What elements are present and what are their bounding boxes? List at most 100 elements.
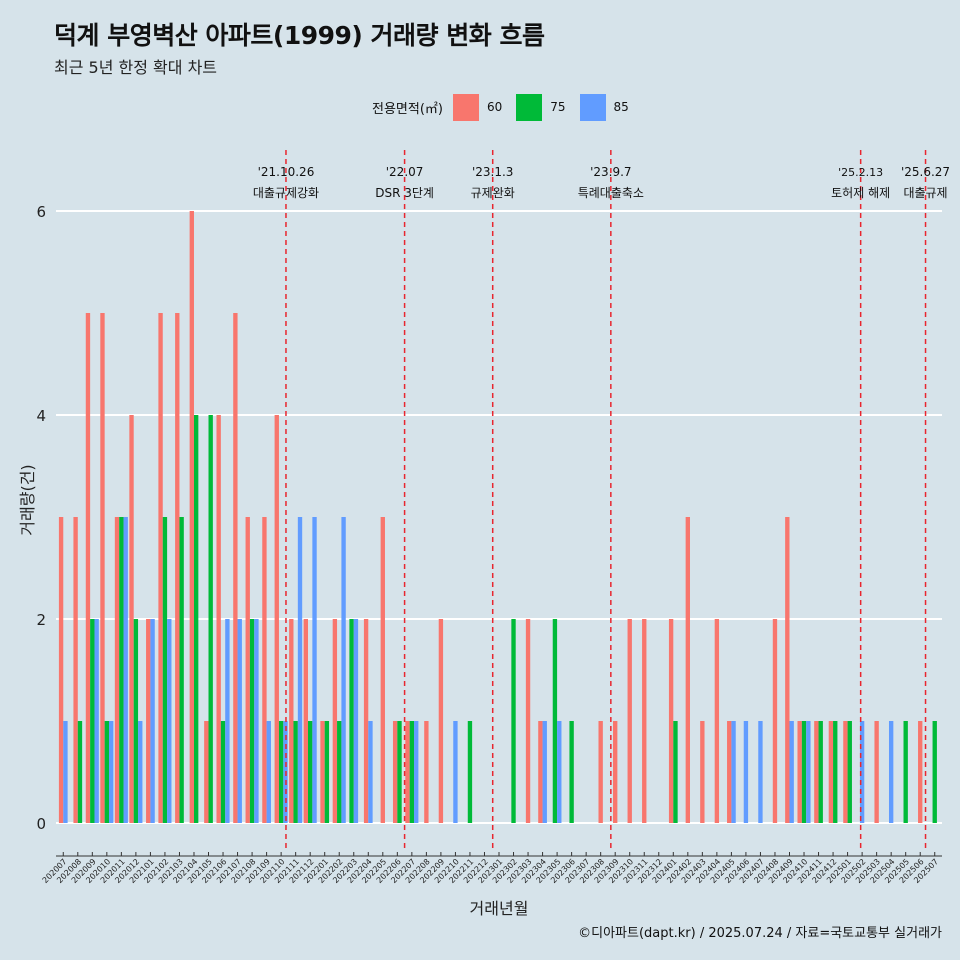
bar-60-202207 bbox=[405, 721, 410, 823]
bar-60-202103 bbox=[175, 313, 180, 823]
bar-85-202305 bbox=[557, 721, 562, 823]
bar-75-202412 bbox=[833, 721, 838, 823]
bar-60-202012 bbox=[129, 415, 134, 823]
bar-75-202106 bbox=[220, 721, 226, 823]
y-tick-label: 4 bbox=[36, 407, 46, 425]
bar-85-202112 bbox=[312, 517, 317, 823]
bar-75-202103 bbox=[179, 517, 184, 823]
bar-60-202308 bbox=[598, 721, 603, 823]
bar-60-202304 bbox=[538, 721, 543, 823]
bar-85-202409 bbox=[789, 721, 794, 823]
bar-60-202010 bbox=[100, 313, 105, 823]
bar-75-202011 bbox=[119, 517, 124, 823]
legend-item-75: 75 bbox=[516, 93, 569, 121]
bar-75-202108 bbox=[249, 619, 255, 823]
bar-60-202403 bbox=[700, 721, 705, 823]
y-tick-label: 0 bbox=[36, 815, 46, 833]
legend-item-85: 85 bbox=[579, 93, 633, 121]
bar-60-202208 bbox=[424, 721, 429, 823]
bar-75-202305 bbox=[552, 619, 558, 823]
bar-60-202303 bbox=[525, 619, 531, 823]
bar-85-202504 bbox=[888, 721, 894, 823]
y-tick-label: 2 bbox=[36, 611, 46, 629]
bar-60-202112 bbox=[303, 619, 309, 823]
bar-60-202501 bbox=[843, 721, 848, 823]
legend-label-60: 60 bbox=[486, 100, 503, 114]
bar-75-202009 bbox=[90, 619, 95, 823]
bar-85-202108 bbox=[254, 619, 259, 823]
bar-60-202309 bbox=[613, 721, 618, 823]
legend-swatch-60 bbox=[452, 93, 479, 121]
bar-60-202201 bbox=[320, 721, 325, 823]
bar-85-202106 bbox=[225, 619, 230, 823]
bar-60-202404 bbox=[714, 619, 720, 823]
bar-85-202111 bbox=[297, 517, 303, 823]
bar-75-202008 bbox=[77, 721, 83, 823]
event-name-label: 토허제 해제 bbox=[831, 186, 890, 200]
bar-60-202108 bbox=[245, 517, 250, 823]
bar-75-202211 bbox=[467, 721, 473, 823]
legend-swatch-75 bbox=[516, 93, 543, 121]
event-name-label: 특례대출축소 bbox=[578, 186, 644, 200]
bar-60-202503 bbox=[874, 721, 879, 823]
legend-item-60: 60 bbox=[452, 93, 506, 121]
bar-75-202112 bbox=[308, 721, 313, 823]
bar-85-202010 bbox=[109, 721, 114, 823]
bar-60-202104 bbox=[189, 211, 194, 823]
bar-85-202407 bbox=[758, 721, 763, 823]
bar-75-202105 bbox=[208, 415, 213, 823]
bar-60-202311 bbox=[642, 619, 647, 823]
bar-75-202501 bbox=[847, 721, 852, 823]
bar-60-202111 bbox=[289, 619, 294, 823]
source-caption: ©디아파트(dapt.kr) / 2025.07.24 / 자료=국토교통부 실… bbox=[578, 926, 942, 941]
event-date-label: '21.10.26 bbox=[258, 165, 315, 179]
bar-85-202207 bbox=[414, 721, 419, 823]
bar-85-202210 bbox=[453, 721, 458, 823]
bar-75-202104 bbox=[193, 415, 199, 823]
bar-60-202007 bbox=[58, 517, 64, 823]
bar-60-202411 bbox=[814, 721, 819, 823]
bar-75-202507 bbox=[932, 721, 937, 823]
bar-75-202207 bbox=[409, 721, 415, 823]
bar-60-202107 bbox=[233, 313, 238, 823]
bar-75-202102 bbox=[162, 517, 168, 823]
x-axis-title: 거래년월 bbox=[470, 899, 529, 918]
y-tick-label: 6 bbox=[36, 203, 46, 221]
bar-60-202110 bbox=[274, 415, 279, 823]
bar-75-202411 bbox=[818, 721, 823, 823]
bar-60-202412 bbox=[828, 721, 834, 823]
bar-60-202401 bbox=[668, 619, 674, 823]
bar-75-202201 bbox=[324, 721, 330, 823]
bar-85-202009 bbox=[94, 619, 99, 823]
event-date-label: '23.9.7 bbox=[590, 165, 631, 179]
bar-60-202408 bbox=[772, 619, 778, 823]
bar-85-202204 bbox=[368, 721, 373, 823]
bar-75-202202 bbox=[337, 721, 342, 823]
bar-85-202406 bbox=[743, 721, 749, 823]
legend-label-85: 85 bbox=[613, 100, 629, 114]
legend-label-75: 75 bbox=[550, 100, 566, 114]
event-name-label: 대출규제 bbox=[903, 186, 947, 200]
bar-85-202410 bbox=[806, 721, 811, 823]
bar-60-202206 bbox=[392, 721, 398, 823]
bar-85-202203 bbox=[353, 619, 359, 823]
chart-title: 덕계 부영벽산 아파트(1999) 거래량 변화 흐름 bbox=[54, 21, 545, 50]
legend: 전용면적(㎡) 60 75 85 bbox=[372, 92, 643, 122]
bar-60-202409 bbox=[785, 517, 790, 823]
bar-75-202401 bbox=[673, 721, 678, 823]
y-axis-title: 거래량(건) bbox=[18, 464, 37, 535]
bar-60-202105 bbox=[204, 721, 209, 823]
bar-85-202304 bbox=[542, 721, 547, 823]
bar-85-202101 bbox=[150, 619, 155, 823]
bar-85-202107 bbox=[237, 619, 242, 823]
bar-60-202204 bbox=[363, 619, 369, 823]
bar-60-202209 bbox=[438, 619, 444, 823]
event-date-label: '23.1.3 bbox=[472, 165, 513, 179]
bar-85-202011 bbox=[123, 517, 128, 823]
bar-60-202011 bbox=[114, 517, 120, 823]
bar-75-202206 bbox=[397, 721, 402, 823]
event-name-label: 규제완화 bbox=[471, 186, 515, 200]
bar-60-202506 bbox=[918, 721, 923, 823]
bar-85-202405 bbox=[731, 721, 736, 823]
bar-60-202102 bbox=[158, 313, 163, 823]
